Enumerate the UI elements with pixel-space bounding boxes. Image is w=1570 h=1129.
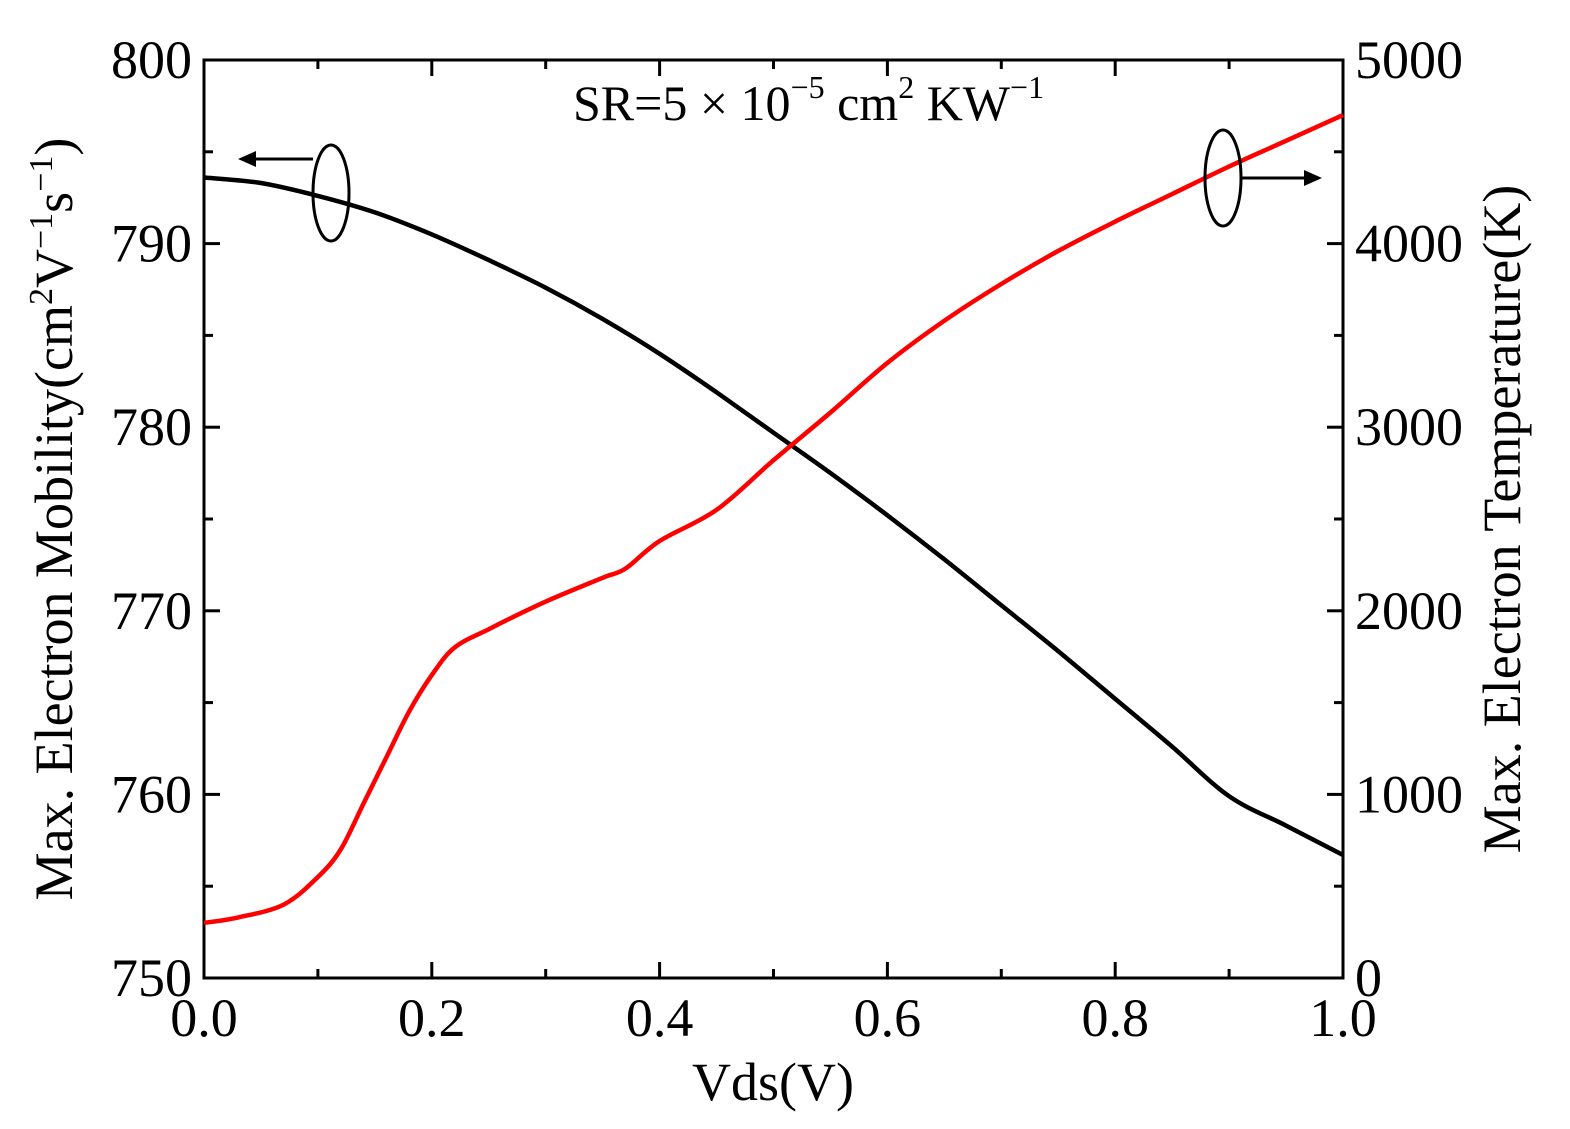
left-y-axis-ticks: 750 760 770 780 790 800	[111, 30, 220, 1008]
left-indicator-arrow-head	[238, 151, 256, 167]
left-y-axis-title: Max. Electron Mobility(cm2V−1s−1)	[23, 138, 84, 901]
right-y-axis-title: Max. Electron Temperature(K)	[1472, 185, 1532, 853]
left-indicator-ellipse	[311, 143, 351, 243]
left-axis-indicator	[238, 143, 351, 243]
right-y-axis-ticks: 0 1000 2000 3000 4000 5000	[1327, 30, 1463, 1008]
right-indicator-ellipse	[1203, 128, 1243, 228]
right-indicator-arrow-head	[1304, 170, 1322, 186]
left-y-tick-label: 770	[111, 581, 192, 641]
right-axis-indicator	[1203, 128, 1322, 228]
right-y-tick-label: 2000	[1355, 581, 1463, 641]
right-y-tick-label: 3000	[1355, 397, 1463, 457]
x-tick-label: 0.4	[626, 988, 694, 1048]
plot-frame	[202, 58, 1345, 980]
sr-annotation: SR=5 × 10−5 cm2 KW−1	[573, 69, 1044, 131]
series-layer	[203, 113, 1345, 926]
x-tick-label: 0.6	[854, 988, 922, 1048]
x-tick-label: 0.8	[1081, 988, 1149, 1048]
right-y-tick-label: 1000	[1355, 764, 1463, 824]
right-y-tick-label: 0	[1355, 948, 1382, 1008]
x-axis-title: Vds(V)	[692, 1052, 854, 1112]
temperature-series-line	[203, 113, 1344, 926]
left-y-tick-label: 790	[111, 214, 192, 274]
x-tick-label: 0.0	[170, 988, 238, 1048]
mobility-series-line	[203, 175, 1345, 857]
x-axis-ticks: 0.0 0.2 0.4 0.6 0.8 1.0	[170, 60, 1377, 1048]
left-y-tick-label: 780	[111, 397, 192, 457]
right-y-tick-label: 4000	[1355, 214, 1463, 274]
right-y-tick-label: 5000	[1355, 30, 1463, 90]
x-tick-label: 1.0	[1309, 988, 1377, 1048]
left-y-tick-label: 760	[111, 764, 192, 824]
left-y-tick-label: 800	[111, 30, 192, 90]
x-tick-label: 0.2	[398, 988, 466, 1048]
left-y-tick-label: 750	[111, 948, 192, 1008]
